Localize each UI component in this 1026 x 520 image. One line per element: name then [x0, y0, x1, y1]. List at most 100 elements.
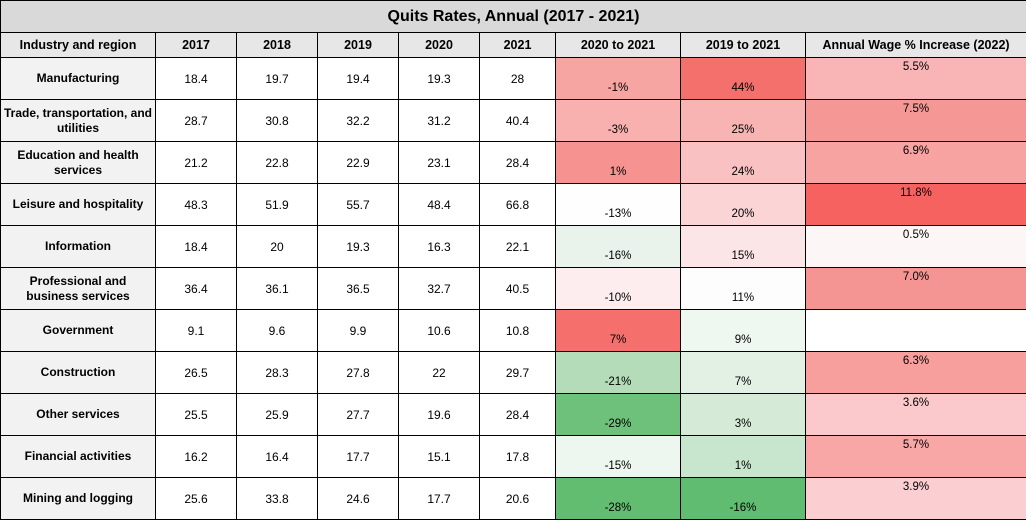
- quits-value-cell-2017: 18.4: [156, 226, 237, 268]
- quits-value-cell-2018: 19.7: [237, 58, 318, 100]
- quits-value-cell-2019: 17.7: [318, 436, 399, 478]
- wage-increase-cell: 5.7%: [806, 436, 1026, 478]
- quits-value-cell-2019: 24.6: [318, 478, 399, 520]
- table-row: Government 9.1 9.6 9.9 10.6 10.8 7% 9%: [1, 310, 1026, 352]
- table-row: Leisure and hospitality 48.3 51.9 55.7 4…: [1, 184, 1026, 226]
- quits-value-cell-2018: 22.8: [237, 142, 318, 184]
- change-2019-2021-cell: 20%: [681, 184, 806, 226]
- quits-value-cell-2019: 36.5: [318, 268, 399, 310]
- quits-value-cell-2021: 10.8: [480, 310, 556, 352]
- quits-value-cell-2018: 25.9: [237, 394, 318, 436]
- change-2019-2021-cell: 7%: [681, 352, 806, 394]
- wage-increase-cell: 5.5%: [806, 58, 1026, 100]
- wage-increase-cell: 11.8%: [806, 184, 1026, 226]
- industry-label-cell: Information: [1, 226, 156, 268]
- change-2020-2021-cell: -1%: [556, 58, 681, 100]
- change-2020-2021-cell: -29%: [556, 394, 681, 436]
- industry-label-cell: Financial activities: [1, 436, 156, 478]
- change-2020-2021-cell: -15%: [556, 436, 681, 478]
- header-row: Industry and region 2017 2018 2019 2020 …: [1, 33, 1026, 58]
- table-row: Manufacturing 18.4 19.7 19.4 19.3 28 -1%…: [1, 58, 1026, 100]
- industry-label-cell: Other services: [1, 394, 156, 436]
- quits-value-cell-2017: 9.1: [156, 310, 237, 352]
- quits-value-cell-2019: 9.9: [318, 310, 399, 352]
- wage-increase-cell: 6.9%: [806, 142, 1026, 184]
- quits-value-cell-2017: 25.6: [156, 478, 237, 520]
- table-body: Manufacturing 18.4 19.7 19.4 19.3 28 -1%…: [1, 58, 1026, 520]
- industry-label-cell: Government: [1, 310, 156, 352]
- quits-value-cell-2017: 18.4: [156, 58, 237, 100]
- col-header-wage-increase: Annual Wage % Increase (2022): [806, 33, 1026, 58]
- quits-value-cell-2020: 17.7: [399, 478, 480, 520]
- table-title: Quits Rates, Annual (2017 - 2021): [1, 1, 1026, 33]
- change-2020-2021-cell: -3%: [556, 100, 681, 142]
- quits-value-cell-2018: 36.1: [237, 268, 318, 310]
- quits-value-cell-2021: 20.6: [480, 478, 556, 520]
- quits-value-cell-2019: 27.8: [318, 352, 399, 394]
- industry-label-cell: Professional and business services: [1, 268, 156, 310]
- col-header-industry: Industry and region: [1, 33, 156, 58]
- quits-value-cell-2017: 25.5: [156, 394, 237, 436]
- quits-value-cell-2020: 23.1: [399, 142, 480, 184]
- change-2020-2021-cell: 7%: [556, 310, 681, 352]
- quits-value-cell-2021: 28.4: [480, 394, 556, 436]
- quits-value-cell-2018: 16.4: [237, 436, 318, 478]
- quits-value-cell-2020: 15.1: [399, 436, 480, 478]
- quits-value-cell-2021: 22.1: [480, 226, 556, 268]
- quits-value-cell-2019: 55.7: [318, 184, 399, 226]
- change-2019-2021-cell: 44%: [681, 58, 806, 100]
- quits-value-cell-2020: 22: [399, 352, 480, 394]
- quits-value-cell-2020: 48.4: [399, 184, 480, 226]
- quits-value-cell-2018: 33.8: [237, 478, 318, 520]
- quits-value-cell-2017: 26.5: [156, 352, 237, 394]
- quits-value-cell-2021: 29.7: [480, 352, 556, 394]
- quits-value-cell-2021: 17.8: [480, 436, 556, 478]
- industry-label-cell: Mining and logging: [1, 478, 156, 520]
- quits-value-cell-2017: 48.3: [156, 184, 237, 226]
- industry-label-cell: Trade, transportation, and utilities: [1, 100, 156, 142]
- change-2020-2021-cell: 1%: [556, 142, 681, 184]
- quits-value-cell-2019: 27.7: [318, 394, 399, 436]
- wage-increase-cell: 3.9%: [806, 478, 1026, 520]
- quits-value-cell-2020: 19.3: [399, 58, 480, 100]
- quits-value-cell-2018: 51.9: [237, 184, 318, 226]
- change-2019-2021-cell: 25%: [681, 100, 806, 142]
- industry-label-cell: Manufacturing: [1, 58, 156, 100]
- change-2020-2021-cell: -21%: [556, 352, 681, 394]
- change-2020-2021-cell: -13%: [556, 184, 681, 226]
- wage-increase-cell: 3.6%: [806, 394, 1026, 436]
- quits-value-cell-2020: 31.2: [399, 100, 480, 142]
- change-2019-2021-cell: 9%: [681, 310, 806, 352]
- change-2020-2021-cell: -28%: [556, 478, 681, 520]
- quits-value-cell-2020: 32.7: [399, 268, 480, 310]
- col-header-change-2019-2021: 2019 to 2021: [681, 33, 806, 58]
- col-header-change-2020-2021: 2020 to 2021: [556, 33, 681, 58]
- change-2019-2021-cell: 1%: [681, 436, 806, 478]
- change-2020-2021-cell: -10%: [556, 268, 681, 310]
- table-row: Mining and logging 25.6 33.8 24.6 17.7 2…: [1, 478, 1026, 520]
- change-2019-2021-cell: 11%: [681, 268, 806, 310]
- quits-value-cell-2018: 28.3: [237, 352, 318, 394]
- quits-value-cell-2017: 28.7: [156, 100, 237, 142]
- change-2019-2021-cell: 24%: [681, 142, 806, 184]
- col-header-2019: 2019: [318, 33, 399, 58]
- col-header-2021: 2021: [480, 33, 556, 58]
- col-header-2017: 2017: [156, 33, 237, 58]
- table-row: Construction 26.5 28.3 27.8 22 29.7 -21%…: [1, 352, 1026, 394]
- quits-value-cell-2018: 9.6: [237, 310, 318, 352]
- quits-value-cell-2017: 16.2: [156, 436, 237, 478]
- wage-increase-cell: 7.5%: [806, 100, 1026, 142]
- change-2019-2021-cell: 15%: [681, 226, 806, 268]
- title-row: Quits Rates, Annual (2017 - 2021): [1, 1, 1026, 33]
- col-header-2020: 2020: [399, 33, 480, 58]
- quits-value-cell-2017: 36.4: [156, 268, 237, 310]
- quits-value-cell-2020: 16.3: [399, 226, 480, 268]
- quits-value-cell-2021: 40.4: [480, 100, 556, 142]
- wage-increase-cell: 7.0%: [806, 268, 1026, 310]
- wage-increase-cell: 0.5%: [806, 226, 1026, 268]
- change-2019-2021-cell: 3%: [681, 394, 806, 436]
- quits-value-cell-2021: 28.4: [480, 142, 556, 184]
- industry-label-cell: Leisure and hospitality: [1, 184, 156, 226]
- quits-value-cell-2020: 19.6: [399, 394, 480, 436]
